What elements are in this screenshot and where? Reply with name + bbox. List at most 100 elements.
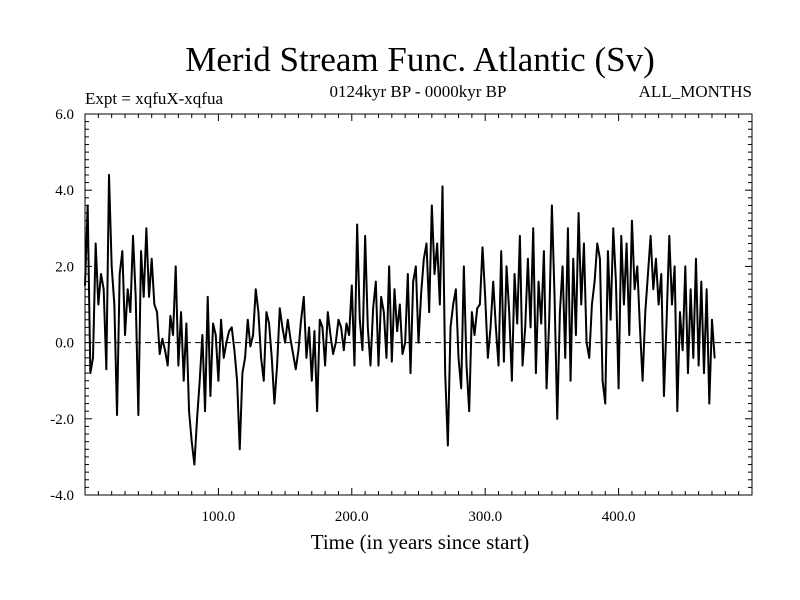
data-point <box>465 364 468 367</box>
data-point <box>417 341 420 344</box>
data-point <box>503 360 505 363</box>
data-point <box>615 280 617 283</box>
data-point <box>684 265 687 268</box>
y-tick-label: -2.0 <box>50 412 74 428</box>
data-point <box>196 418 198 420</box>
data-point <box>505 265 508 268</box>
data-point <box>572 257 575 260</box>
data-point <box>593 280 596 283</box>
data-point <box>265 311 268 313</box>
data-point <box>639 326 641 329</box>
data-point <box>652 288 655 291</box>
data-point <box>260 357 262 359</box>
data-point <box>447 444 449 447</box>
data-point <box>233 349 236 352</box>
data-point <box>631 219 633 222</box>
data-point <box>588 357 591 359</box>
data-point <box>244 357 246 359</box>
data-point <box>641 379 644 382</box>
data-point <box>326 311 329 313</box>
data-point <box>657 303 660 306</box>
data-point <box>564 357 567 359</box>
data-point <box>529 326 532 329</box>
data-point <box>585 341 588 344</box>
data-point <box>156 311 158 313</box>
data-point <box>508 311 511 313</box>
x-tick-label: 100.0 <box>202 509 236 525</box>
data-point <box>222 357 225 359</box>
data-series-line <box>84 173 716 466</box>
x-tick-label: 400.0 <box>602 509 636 525</box>
data-point <box>289 337 292 340</box>
data-point <box>329 334 332 336</box>
data-point <box>316 410 318 412</box>
data-point <box>569 379 572 382</box>
data-point <box>567 227 569 230</box>
data-point <box>609 318 612 321</box>
data-point <box>190 440 193 443</box>
data-point <box>665 318 668 321</box>
data-point <box>86 204 89 207</box>
data-point <box>673 265 676 268</box>
data-point <box>118 273 121 275</box>
data-point <box>340 326 342 329</box>
data-point <box>700 280 703 283</box>
data-point <box>332 353 334 355</box>
data-point <box>705 288 708 291</box>
data-point <box>193 463 196 466</box>
data-point <box>713 357 716 359</box>
data-point <box>300 318 302 321</box>
months-annotation: ALL_MONTHS <box>639 82 752 101</box>
data-point <box>428 311 430 313</box>
y-tick-label: 6.0 <box>55 107 74 123</box>
experiment-annotation: Expt = xqfuX-xqfua <box>85 89 223 108</box>
data-point <box>604 402 607 405</box>
data-point <box>409 372 412 374</box>
data-point <box>377 364 380 367</box>
data-point <box>548 318 551 321</box>
data-point <box>252 334 254 336</box>
data-point <box>177 364 180 367</box>
data-point <box>273 402 276 405</box>
data-point <box>612 227 615 230</box>
data-point <box>137 414 140 416</box>
x-tick-label: 300.0 <box>468 509 502 525</box>
data-point <box>513 273 516 275</box>
data-point <box>441 185 444 188</box>
data-point <box>97 303 100 306</box>
data-point <box>268 322 270 325</box>
data-point <box>281 326 284 329</box>
data-point <box>599 257 601 260</box>
data-point <box>158 353 161 355</box>
data-point <box>551 204 553 207</box>
data-point <box>471 311 473 313</box>
data-point <box>110 265 113 268</box>
data-point <box>676 410 679 412</box>
data-point <box>132 235 134 237</box>
data-point <box>487 357 489 359</box>
data-point <box>679 311 681 313</box>
data-point <box>148 296 150 298</box>
data-point <box>220 318 222 321</box>
data-point <box>201 334 204 336</box>
data-point <box>337 318 340 321</box>
data-point <box>591 303 593 306</box>
data-point <box>214 334 217 336</box>
data-point <box>532 227 535 230</box>
y-axis <box>85 113 752 496</box>
data-point <box>481 246 484 249</box>
data-point <box>94 242 97 245</box>
data-point <box>348 334 350 336</box>
data-point <box>113 303 116 306</box>
data-point <box>519 235 521 237</box>
data-point <box>124 334 126 336</box>
y-tick-labels: 6.0 4.0 2.0 0.0 -2.0 -4.0 <box>50 107 74 504</box>
data-point <box>334 341 337 344</box>
data-point <box>343 349 345 352</box>
data-point <box>663 395 665 397</box>
data-point <box>284 341 286 344</box>
y-tick-label: -4.0 <box>50 488 74 504</box>
data-point <box>302 296 305 298</box>
data-point <box>142 296 145 298</box>
data-point <box>460 387 462 390</box>
